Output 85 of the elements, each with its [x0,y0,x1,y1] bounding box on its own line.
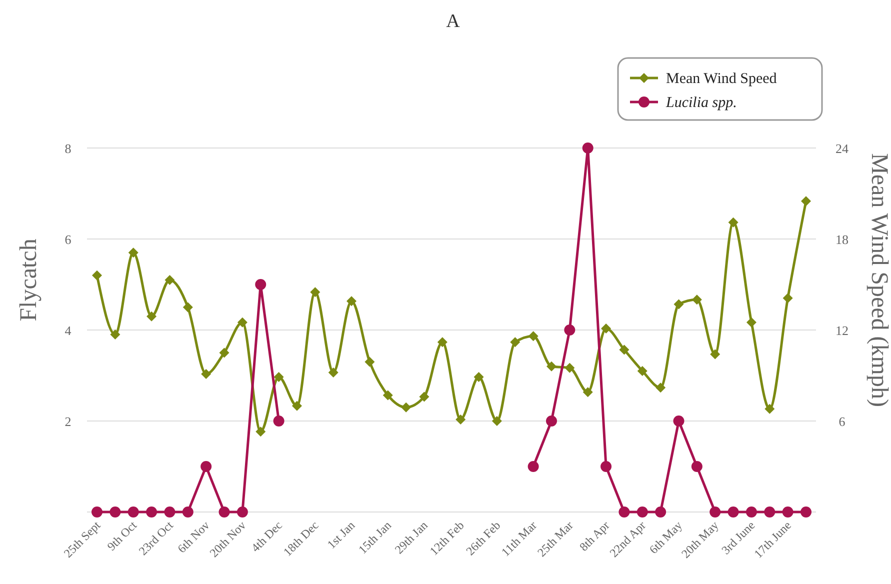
point [237,317,248,328]
point [528,331,538,342]
point [692,294,702,305]
point [164,506,176,518]
point [236,506,248,518]
point [746,317,756,328]
point [419,392,430,402]
point [92,506,102,518]
point [346,296,357,306]
point [619,344,630,355]
y-tick-label: 6 [64,232,72,247]
x-tick-label: 15th Jan [356,518,394,557]
point [674,299,684,310]
y2-tick-label: 24 [836,141,849,156]
point [110,330,120,340]
y-tick-label: 2 [64,414,72,429]
y-tick-label: 4 [64,323,72,338]
point [546,416,557,426]
point [274,372,284,382]
point [110,506,121,518]
point [364,356,375,367]
point [782,506,794,518]
point [528,461,539,472]
point [92,270,102,280]
point [691,461,702,472]
y2-tick-label: 12 [836,323,848,338]
point [256,426,266,437]
point [492,416,502,426]
point [128,506,139,518]
point [219,348,230,358]
y2-axis-title: Mean Wind Speed (kmph) [866,153,891,407]
point [128,248,138,258]
x-tick-label: 25th Sept [60,518,104,560]
point [601,323,612,334]
point [200,461,212,472]
point [637,366,648,376]
point [201,368,212,379]
x-tick-label: 25th Mar [534,518,576,560]
point [655,506,666,518]
point [582,142,594,154]
point [182,302,193,312]
point [710,506,721,518]
point [182,506,194,518]
point [764,404,775,414]
point [255,279,266,290]
legend-label: Mean Wind Speed [666,71,778,87]
y-axis-title: Flycatch [16,238,42,322]
point [600,461,612,472]
point [710,349,720,360]
point [401,402,412,412]
point [673,416,684,426]
x-tick-label: 9th Oct [104,518,140,554]
point [382,390,393,400]
point [310,287,320,298]
point [510,337,520,348]
point [292,400,302,411]
point [618,506,630,518]
point [218,506,230,518]
point [474,372,484,382]
point [564,324,576,336]
point [636,506,648,518]
point [728,217,738,228]
point [728,506,739,518]
y2-tick-label: 6 [838,414,846,429]
point [656,382,666,393]
point [546,361,556,372]
point [582,387,593,398]
point [437,337,448,348]
point [564,362,575,373]
point [764,506,776,518]
point [146,506,158,518]
point [146,311,157,322]
legend-label: Lucilia spp. [665,95,737,111]
point [328,367,338,378]
chart-title: A [446,11,460,32]
point [746,506,757,518]
point [164,274,175,285]
point [801,196,811,206]
y-tick-label: 8 [64,141,72,156]
x-tick-label: 1st Jan [324,518,358,552]
point [273,416,284,426]
point [456,414,466,424]
point [800,506,812,518]
y2-tick-label: 18 [836,232,848,247]
point [782,293,793,304]
